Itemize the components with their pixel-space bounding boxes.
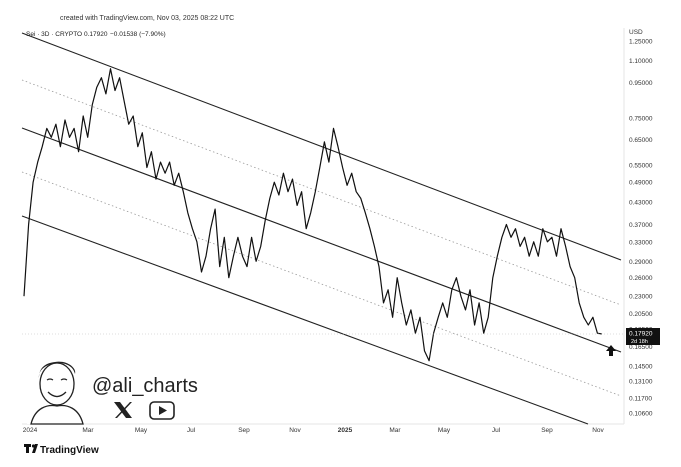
avatar xyxy=(27,358,84,425)
symbol-name: Sei · 3D · CRYPTO xyxy=(26,31,82,38)
last-price-label-bg xyxy=(626,328,660,345)
x-tick-label: Nov xyxy=(592,427,604,434)
x-tick-label: Mar xyxy=(82,427,94,434)
y-tick-label: 0.11700 xyxy=(629,396,652,403)
y-tick-label: 0.20500 xyxy=(629,311,653,318)
last-price-value: 0.17920 xyxy=(629,331,653,338)
y-tick-label: 0.37000 xyxy=(629,222,653,229)
x-tick-label: Jul xyxy=(492,427,501,434)
x-tick-label: 2024 xyxy=(23,427,38,434)
y-tick-label: 0.23000 xyxy=(629,294,653,301)
tradingview-brand: TradingView xyxy=(24,444,99,456)
channel-upper-quarter xyxy=(21,79,622,306)
last-price-timer: 2d 18h xyxy=(631,339,648,345)
y-tick-label: 0.10600 xyxy=(629,411,653,418)
x-tick-label: Sep xyxy=(541,427,553,434)
y-tick-label: 0.16500 xyxy=(629,344,653,351)
channel-lower-quarter xyxy=(21,171,622,397)
social-handle: @ali_charts xyxy=(92,375,198,397)
x-tick-label: Mar xyxy=(389,427,401,434)
y-tick-label: 1.10000 xyxy=(629,58,653,65)
currency-label: USD xyxy=(629,29,643,36)
price-line xyxy=(23,68,603,362)
tradingview-logo-icon xyxy=(24,444,38,453)
y-tick-label: 0.55000 xyxy=(629,162,653,169)
x-axis: 2024 Mar May Jul Sep Nov 2025 Mar May Jul Sep Nov xyxy=(23,427,605,434)
avatar-eyes xyxy=(46,378,68,381)
last-price-marker: 0.17920 2d 18h xyxy=(22,328,660,345)
y-tick-label: 1.25000 xyxy=(629,39,653,46)
y-tick-label: 0.75000 xyxy=(629,116,653,123)
channel-upper xyxy=(21,32,622,261)
y-axis: 1.25000 1.10000 0.95000 0.75000 0.65000 0.550… xyxy=(629,39,653,418)
y-tick-label: 0.95000 xyxy=(629,80,653,87)
x-tick-label: May xyxy=(438,427,451,434)
x-tick-label: Nov xyxy=(289,427,301,434)
symbol-line: Sei · 3D · CRYPTO 0.17920 −0.01538 (−7.9… xyxy=(26,31,166,38)
avatar-face xyxy=(39,362,75,406)
x-tick-label: 2025 xyxy=(338,427,353,434)
channel-middle xyxy=(21,127,622,353)
x-logo-icon xyxy=(114,402,132,418)
channel-lower xyxy=(21,215,589,425)
x-tick-label: Sep xyxy=(238,427,250,434)
avatar-shirt xyxy=(30,404,84,425)
x-tick-label: May xyxy=(135,427,148,434)
avatar-smile xyxy=(47,391,67,398)
y-tick-label: 0.43000 xyxy=(629,199,653,206)
play-icon xyxy=(149,401,175,420)
symbol-price: 0.17920 xyxy=(84,31,108,38)
created-caption: created with TradingView.com, Nov 03, 20… xyxy=(60,15,234,22)
channel-lines xyxy=(21,32,622,425)
y-tick-label: 0.33000 xyxy=(629,239,653,246)
y-tick-label: 0.29000 xyxy=(629,259,653,266)
tradingview-name: TradingView xyxy=(40,445,99,456)
up-arrow-icon xyxy=(606,345,616,356)
y-tick-label: 0.49000 xyxy=(629,180,653,187)
y-tick-label: 0.65000 xyxy=(629,137,653,144)
x-tick-label: Jul xyxy=(187,427,196,434)
symbol-change: −0.01538 (−7.90%) xyxy=(110,31,166,38)
y-tick-label: 0.26000 xyxy=(629,275,653,282)
y-tick-label: 0.14500 xyxy=(629,363,653,370)
y-tick-label: 0.13100 xyxy=(629,379,653,386)
